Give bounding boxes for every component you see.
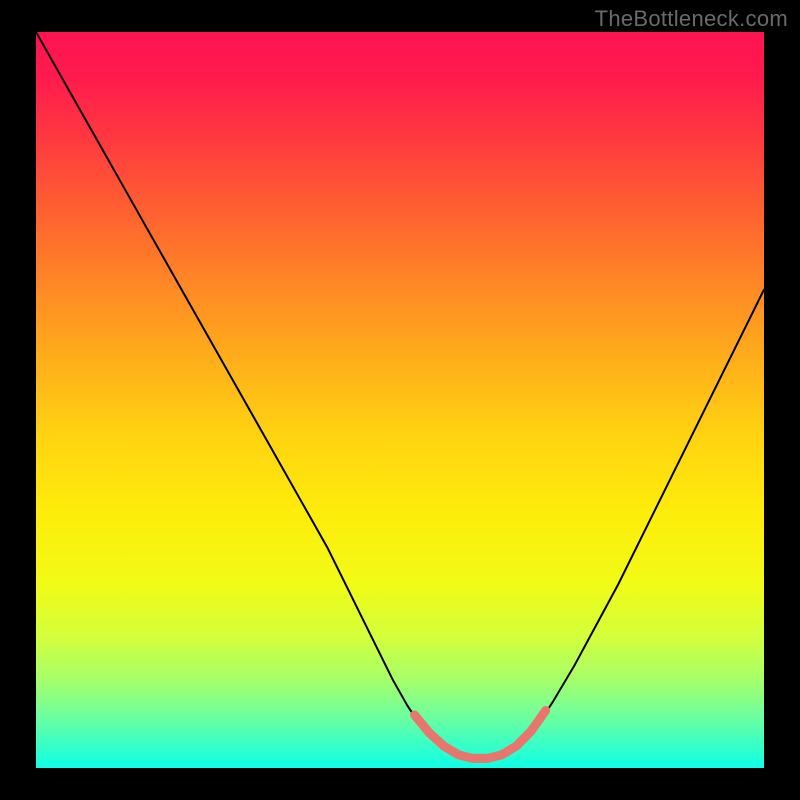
chart-plot-area — [36, 32, 764, 768]
watermark-text: TheBottleneck.com — [595, 6, 788, 32]
chart-background — [36, 32, 764, 768]
chart-svg — [36, 32, 764, 768]
